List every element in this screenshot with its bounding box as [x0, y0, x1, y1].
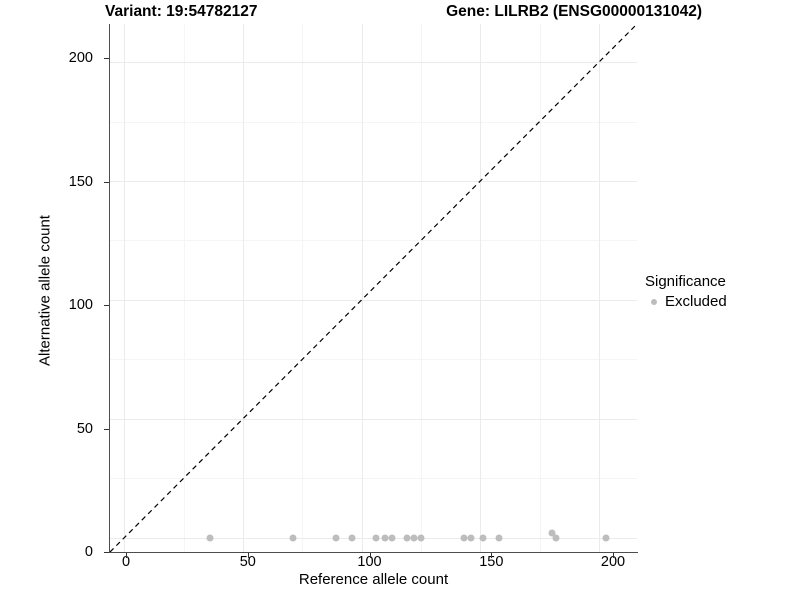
gridline: [124, 24, 126, 552]
variant-title: Variant: 19:54782127: [105, 3, 258, 20]
data-point: [332, 534, 340, 542]
gridline: [110, 62, 637, 64]
data-point: [467, 534, 475, 542]
data-point: [348, 534, 356, 542]
gridline: [110, 478, 637, 480]
y-tick-label-150: 150: [68, 173, 93, 190]
x-tick-mark-50: [247, 553, 249, 558]
x-tick-label-200: 200: [600, 554, 626, 570]
x-tick-mark-200: [613, 553, 614, 558]
data-point: [479, 534, 487, 542]
y-axis-line: [109, 24, 111, 553]
y-tick-mark-0: [104, 552, 109, 553]
x-tick-label-150: 150: [479, 554, 504, 570]
y-tick-label-200: 200: [68, 50, 93, 66]
y-tick-mark-100: [104, 305, 109, 306]
data-point: [602, 534, 610, 542]
data-point: [495, 534, 503, 542]
data-point: [372, 534, 380, 542]
data-point: [460, 534, 468, 542]
x-axis-line: [110, 552, 638, 554]
gridline: [110, 299, 637, 301]
identity-reference-line: [110, 24, 637, 552]
data-point: [552, 534, 560, 542]
gridline: [480, 24, 482, 552]
data-point: [548, 529, 556, 537]
x-tick-mark-100: [369, 553, 371, 558]
gridline: [599, 24, 601, 552]
data-point: [206, 534, 214, 542]
legend-item[interactable]: Excluded: [645, 293, 795, 310]
gridline: [242, 24, 244, 552]
y-tick-label-0: 0: [84, 544, 93, 560]
data-point: [417, 534, 425, 542]
gridline: [110, 359, 637, 361]
y-tick-mark-200: [104, 58, 109, 59]
x-tick-label-100: 100: [357, 554, 382, 570]
data-point: [410, 534, 418, 542]
gridline: [420, 24, 422, 552]
x-axis-title: Reference allele count: [298, 571, 449, 588]
y-tick-label-50: 50: [76, 420, 93, 437]
legend-marker-circle-icon: [645, 293, 662, 310]
gridline: [110, 180, 637, 182]
gridline: [183, 24, 185, 552]
plot-title-row: Variant: 19:54782127 Gene: LILRB2 (ENSG0…: [105, 2, 702, 24]
gridline: [110, 121, 637, 123]
legend-item-label: Excluded: [665, 293, 727, 310]
x-tick-mark-0: [126, 553, 127, 558]
legend: Significance Excluded: [645, 273, 795, 310]
gridline: [361, 24, 363, 552]
gridline: [302, 24, 304, 552]
y-axis-title: Alternative allele count: [36, 215, 54, 366]
legend-items: Excluded: [645, 293, 795, 310]
y-tick-mark-50: [104, 428, 109, 430]
plot-panel: [110, 24, 637, 552]
x-tick-label-0: 0: [121, 554, 131, 570]
gene-title: Gene: LILRB2 (ENSG00000131042): [446, 3, 702, 20]
gridline: [110, 240, 637, 242]
gridline: [110, 418, 637, 420]
data-point: [381, 534, 389, 542]
x-tick-mark-150: [491, 553, 493, 558]
data-point: [403, 534, 411, 542]
gridline: [539, 24, 541, 552]
x-tick-label-50: 50: [239, 554, 256, 570]
data-point: [289, 534, 297, 542]
legend-title: Significance: [645, 273, 726, 290]
y-tick-mark-150: [104, 181, 109, 183]
data-point: [388, 534, 396, 542]
y-tick-label-100: 100: [68, 297, 93, 313]
